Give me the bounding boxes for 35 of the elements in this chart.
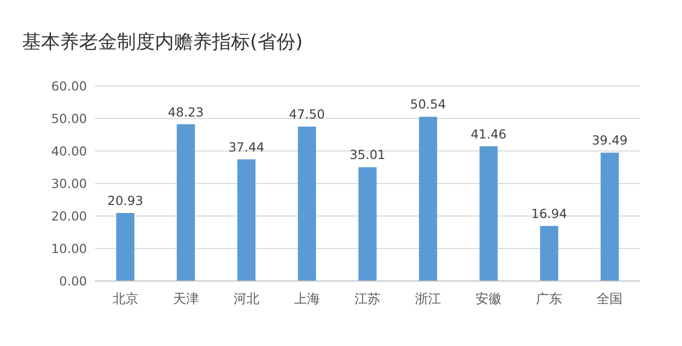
bar bbox=[358, 167, 377, 281]
x-tick-label: 上海 bbox=[294, 292, 320, 307]
y-tick-label: 40.00 bbox=[51, 144, 88, 158]
bar bbox=[298, 126, 316, 281]
bar bbox=[116, 212, 134, 281]
data-label: 48.23 bbox=[168, 104, 204, 120]
x-tick-label: 江苏 bbox=[354, 292, 380, 307]
bar bbox=[540, 226, 558, 281]
data-label: 39.49 bbox=[592, 132, 628, 148]
x-tick-label: 河北 bbox=[233, 292, 260, 307]
data-label: 35.01 bbox=[350, 147, 386, 162]
bar bbox=[237, 159, 256, 281]
y-tick-label: 50.00 bbox=[51, 111, 88, 126]
x-tick-label: 天津 bbox=[172, 292, 199, 307]
bar bbox=[600, 152, 619, 281]
data-label: 50.54 bbox=[410, 96, 446, 112]
data-label: 47.50 bbox=[289, 106, 325, 122]
bar bbox=[480, 146, 498, 281]
bar bbox=[176, 124, 195, 281]
data-label: 37.44 bbox=[228, 139, 264, 154]
x-tick-label: 广东 bbox=[536, 292, 562, 307]
y-tick-label: 60.00 bbox=[51, 78, 88, 94]
y-tick-label: 0.00 bbox=[59, 274, 88, 288]
x-tick-label: 全国 bbox=[596, 292, 623, 307]
y-tick-label: 10.00 bbox=[51, 241, 88, 256]
x-tick-label: 浙江 bbox=[415, 292, 442, 307]
y-tick-label: 30.00 bbox=[51, 176, 88, 191]
data-label: 16.94 bbox=[531, 206, 568, 221]
y-tick-label: 20.00 bbox=[51, 208, 88, 224]
x-tick-label: 北京 bbox=[112, 292, 138, 307]
data-label: 20.93 bbox=[107, 192, 144, 208]
x-tick-label: 安徽 bbox=[476, 291, 502, 307]
bar bbox=[418, 116, 438, 281]
data-label: 41.46 bbox=[470, 126, 507, 142]
chart-title: 基本养老金制度内赡养指标(省份) bbox=[22, 31, 303, 53]
